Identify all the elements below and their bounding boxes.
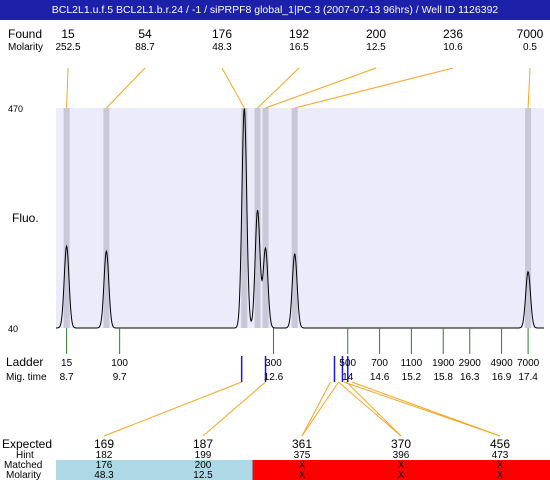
ladder-size-label: 300: [265, 358, 282, 369]
hint-label: Hint: [16, 450, 34, 461]
found-peak-band: [525, 108, 532, 328]
found-size-label: 176: [212, 27, 232, 41]
matched-size-label: X: [497, 460, 504, 471]
expected-size-label: 456: [490, 437, 510, 451]
matched-molarity-label: X: [497, 470, 504, 480]
expected-leader-line: [202, 381, 266, 437]
fluorescence-trace: [56, 108, 544, 329]
found-leader-line: [265, 67, 377, 109]
ladder-mig-time-label: 9.7: [113, 372, 127, 383]
matched-label: Matched: [4, 460, 42, 471]
molarity-label: Molarity: [8, 42, 43, 53]
plot-background: [56, 108, 544, 328]
found-leader-line: [294, 67, 454, 109]
ladder-mig-time-label: 14.6: [370, 372, 390, 383]
found-peak-band: [254, 108, 261, 328]
molarity-bottom-label: Molarity: [6, 470, 41, 480]
found-leader-line: [257, 67, 300, 109]
found-leader-line: [106, 67, 146, 109]
expected-size-label: 370: [391, 437, 411, 451]
ladder-mig-time-label: 8.7: [60, 372, 74, 383]
found-peak-band: [241, 108, 248, 328]
ladder-size-label: 500: [339, 358, 356, 369]
ladder-size-label: 1900: [432, 358, 455, 369]
expected-leader-line: [338, 381, 402, 437]
ladder-size-label: 1100: [401, 358, 423, 369]
matched-size-label: X: [299, 460, 306, 471]
expected-leader-line: [301, 381, 339, 437]
found-molarity-label: 16.5: [289, 42, 309, 53]
expected-hint-label: 199: [195, 450, 212, 461]
matched-molarity-label: X: [398, 470, 405, 480]
found-molarity-label: 48.3: [212, 42, 232, 53]
expected-leader-line: [351, 381, 501, 437]
found-molarity-label: 88.7: [135, 42, 155, 53]
found-size-label: 7000: [517, 27, 544, 41]
found-peak-band: [291, 108, 298, 328]
matched-size-label: X: [398, 460, 405, 471]
y-axis-label: Fluo.: [12, 211, 39, 225]
expected-size-label: 187: [193, 437, 213, 451]
ladder-size-label: 7000: [517, 358, 540, 369]
chart-title-bar: BCL2L1.u.f.5 BCL2L1.b.r.24 / -1 / siPRPF…: [0, 0, 550, 20]
expected-leader-line: [346, 381, 402, 437]
found-molarity-label: 12.5: [366, 42, 386, 53]
found-leader-line: [66, 67, 69, 109]
ladder-size-label: 2900: [459, 358, 482, 369]
y-tick-top: 470: [8, 104, 23, 114]
found-size-label: 192: [289, 27, 309, 41]
mig-time-label: Mig. time: [6, 372, 47, 383]
expected-leader-line: [301, 381, 331, 437]
found-leader-line: [221, 67, 245, 109]
found-molarity-label: 0.5: [523, 42, 537, 53]
ladder-size-label: 700: [371, 358, 388, 369]
chart-title: BCL2L1.u.f.5 BCL2L1.b.r.24 / -1 / siPRPF…: [51, 4, 499, 16]
expected-size-label: 169: [94, 437, 114, 451]
ladder-size-label: 15: [61, 358, 73, 369]
y-tick-bottom: 40: [8, 324, 18, 334]
ladder-mig-time-label: 16.9: [492, 372, 512, 383]
found-peak-band: [63, 108, 70, 328]
matched-size-label: 176: [96, 460, 113, 471]
ladder-size-label: 4900: [490, 358, 513, 369]
expected-leader-line: [103, 381, 242, 437]
matched-molarity-label: X: [299, 470, 306, 480]
found-peak-band: [262, 108, 269, 328]
found-size-label: 54: [138, 27, 152, 41]
ladder-mig-time-label: 14: [342, 372, 354, 383]
found-size-label: 15: [61, 27, 75, 41]
expected-hint-label: 182: [96, 450, 113, 461]
ladder-mig-time-label: 15.8: [433, 372, 453, 383]
matched-size-label: 200: [195, 460, 212, 471]
found-size-label: 200: [366, 27, 386, 41]
ladder-size-label: 100: [111, 358, 128, 369]
matched-molarity-label: 12.5: [193, 470, 213, 480]
ladder-mig-time-label: 16.3: [460, 372, 480, 383]
expected-hint-label: 375: [294, 450, 311, 461]
expected-size-label: 361: [292, 437, 312, 451]
found-label: Found: [8, 27, 42, 41]
ladder-label: Ladder: [6, 355, 43, 369]
expected-hint-label: 396: [393, 450, 410, 461]
ladder-mig-time-label: 15.2: [402, 372, 422, 383]
expected-hint-label: 473: [492, 450, 509, 461]
matched-molarity-label: 48.3: [94, 470, 114, 480]
matched-missing-bar: [252, 460, 550, 480]
expected-label: Expected: [2, 437, 52, 451]
found-size-label: 236: [443, 27, 463, 41]
ladder-mig-time-label: 12.6: [264, 372, 284, 383]
matched-ok-bar: [56, 460, 253, 480]
found-molarity-label: 252.5: [55, 42, 80, 53]
found-leader-line: [527, 67, 531, 109]
ladder-mig-time-label: 17.4: [518, 372, 538, 383]
found-peak-band: [103, 108, 110, 328]
found-molarity-label: 10.6: [443, 42, 463, 53]
